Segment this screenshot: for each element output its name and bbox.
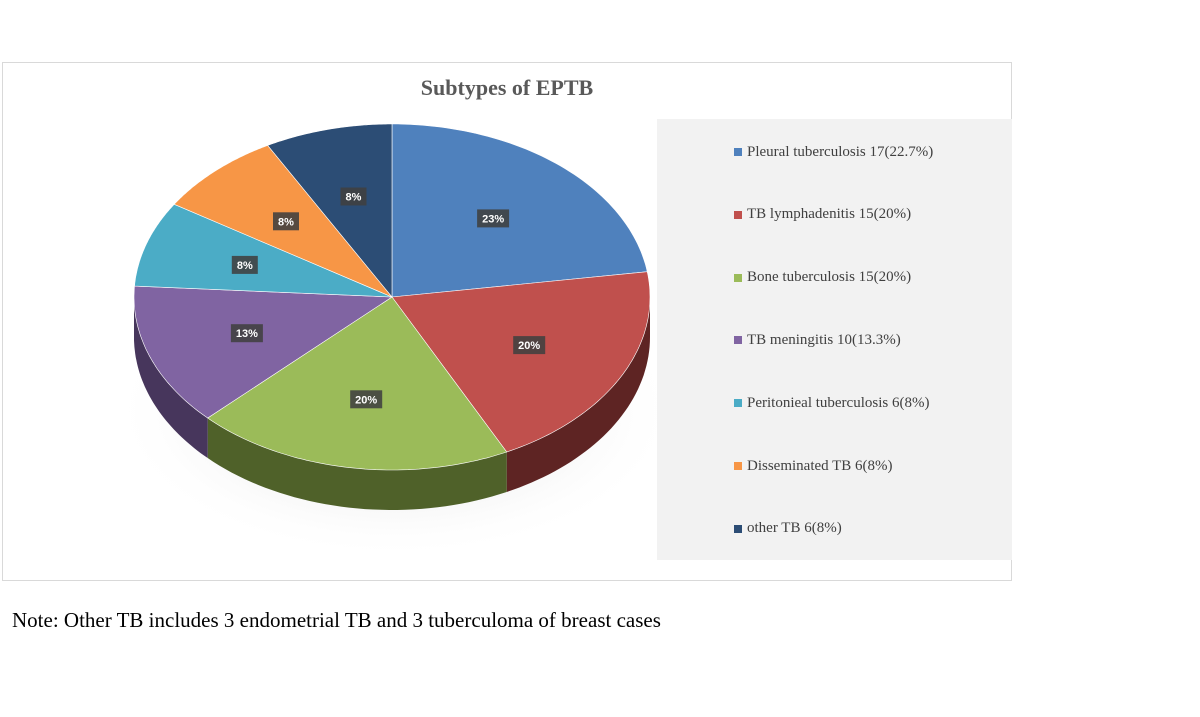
legend-item-7: other TB 6(8%)	[734, 519, 842, 539]
data-label-3: 20%	[355, 394, 377, 406]
legend-label: Disseminated TB 6(8%)	[747, 457, 893, 474]
legend-swatch	[734, 210, 742, 219]
pie-slice-5	[134, 203, 393, 298]
data-label-1: 23%	[482, 213, 504, 225]
data-label-2: 20%	[518, 340, 540, 352]
legend-swatch	[734, 524, 742, 533]
legend-label: TB meningitis 10(13.3%)	[747, 331, 901, 348]
legend-item-1: Pleural tuberculosis 17(22.7%)	[734, 142, 933, 162]
legend-item-6: Disseminated TB 6(8%)	[734, 456, 893, 476]
data-label-7: 8%	[346, 192, 362, 204]
legend: Pleural tuberculosis 17(22.7%) TB lymphad…	[657, 119, 1012, 560]
legend-label: Peritonieal tuberculosis 6(8%)	[747, 394, 930, 411]
data-label-4: 13%	[236, 328, 258, 340]
legend-label: Bone tuberculosis 15(20%)	[747, 269, 912, 286]
legend-swatch	[734, 336, 742, 345]
data-label-box-4	[230, 324, 263, 343]
legend-item-4: TB meningitis 10(13.3%)	[734, 330, 901, 350]
pie-slice-4	[133, 285, 393, 419]
legend-swatch	[734, 273, 742, 282]
pie-slice-side-4	[134, 297, 208, 458]
data-label-5: 8%	[237, 260, 253, 272]
legend-label: Pleural tuberculosis 17(22.7%)	[747, 143, 934, 160]
legend-item-2: TB lymphadenitis 15(20%)	[734, 205, 911, 225]
legend-item-3: Bone tuberculosis 15(20%)	[734, 268, 911, 288]
chart-title: Subtypes of EPTB	[420, 75, 594, 100]
footnote: Note: Other TB includes 3 endometrial TB…	[12, 608, 661, 632]
legend-label: TB lymphadenitis 15(20%)	[747, 206, 912, 223]
data-label-box-5	[231, 255, 258, 274]
data-label-box-3	[350, 390, 383, 409]
pie-chart: 23% 20% 20% 13% 8% 8% 8%	[110, 123, 660, 560]
data-label-box-7	[340, 187, 367, 206]
pie-slice-2	[391, 271, 651, 453]
legend-label: other TB 6(8%)	[747, 520, 842, 537]
pie-slice-1	[391, 123, 648, 298]
data-label-box-2	[513, 336, 546, 355]
legend-swatch	[734, 148, 742, 156]
legend-swatch	[734, 462, 742, 470]
pie-slice-side-3	[207, 418, 507, 510]
pie-slice-7	[267, 123, 393, 298]
legend-item-5: Peritonieal tuberculosis 6(8%)	[734, 393, 929, 413]
pie-slice-side-2	[506, 297, 650, 492]
data-label-box-1	[477, 209, 510, 228]
legend-swatch	[734, 399, 742, 408]
pie-slice-3	[207, 296, 508, 471]
data-label-box-6	[273, 212, 299, 231]
data-label-6: 8%	[278, 216, 294, 228]
